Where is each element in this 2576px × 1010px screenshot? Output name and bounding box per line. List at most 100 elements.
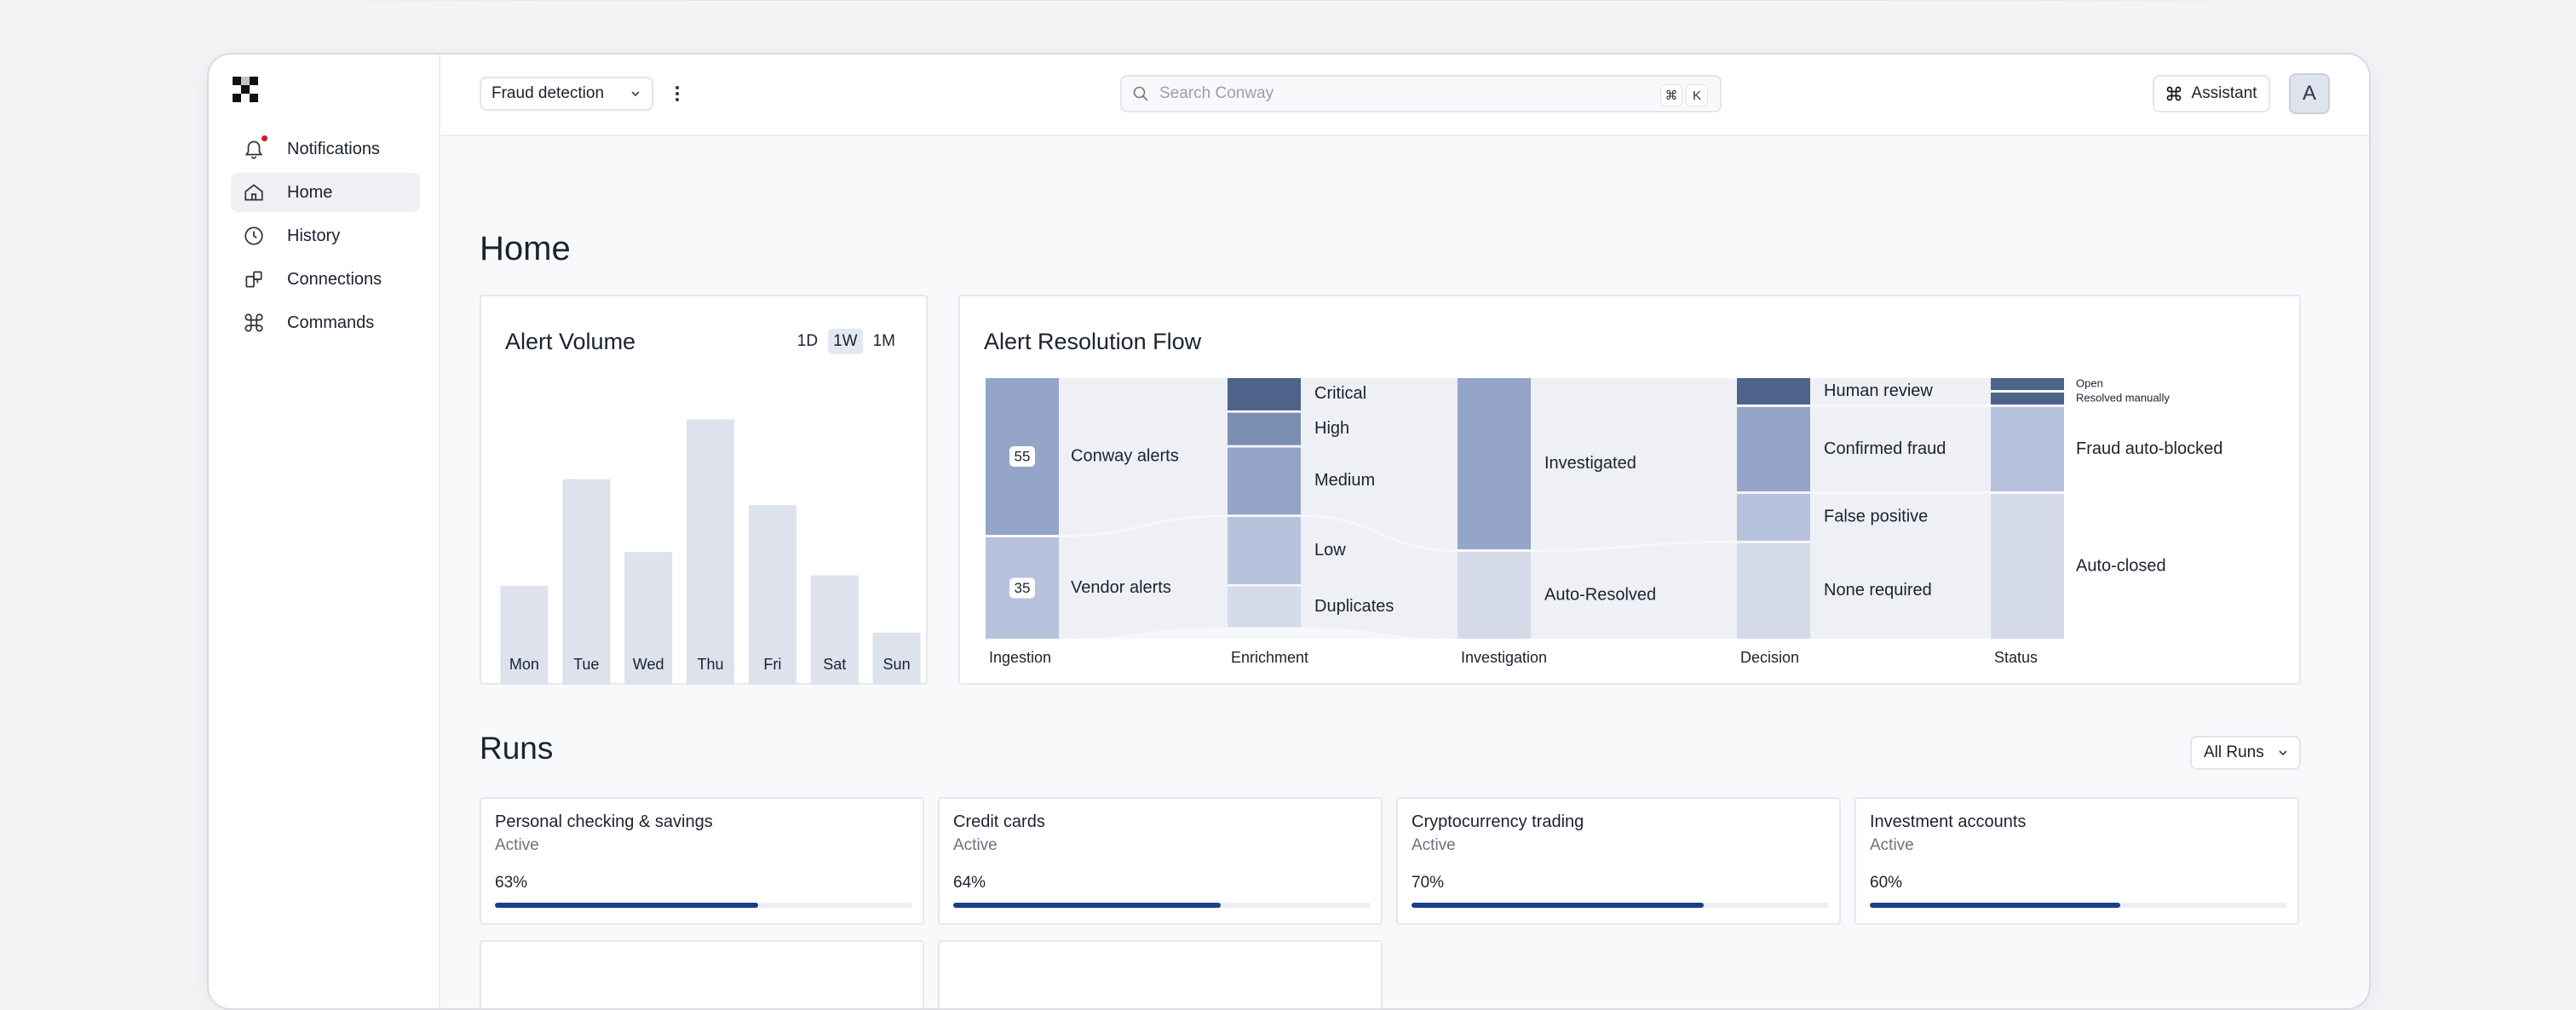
bar-mon: [500, 585, 549, 685]
enrichment-label: Low: [1314, 541, 1346, 560]
sidebar-item-history[interactable]: History: [231, 216, 420, 255]
run-progress-text: 63%: [495, 874, 528, 892]
run-progress-text: 70%: [1412, 874, 1445, 892]
alert-volume-card: Alert Volume 1D 1W 1M Mon Tue Wed Thu Fri Sat…: [480, 295, 928, 685]
investigation-label: Investigated: [1544, 454, 1636, 473]
run-card[interactable]: Investment accounts Active 60%: [1854, 797, 2299, 925]
bar-fri: [748, 505, 796, 685]
decision-label: False positive: [1824, 508, 1928, 526]
runs-filter-label: All Runs: [2204, 743, 2264, 761]
flow-link: [1810, 494, 1991, 639]
bar-label: Sun: [883, 656, 911, 673]
value-badge-text: 55: [1015, 448, 1031, 464]
enrichment-node: [1228, 447, 1301, 515]
run-name: Personal checking & savings: [495, 812, 713, 831]
connections-icon: [243, 268, 265, 290]
decision-label: Human review: [1824, 382, 1933, 400]
run-progress-track: [495, 903, 912, 908]
search-input[interactable]: [1158, 83, 1638, 104]
run-name: Investment accounts: [1870, 812, 2027, 831]
status-label: Auto-closed: [2076, 556, 2166, 575]
search-bar[interactable]: ⌘ K: [1120, 75, 1722, 112]
status-node: [1991, 407, 2064, 491]
run-card[interactable]: Cryptocurrency trading Active 70%: [1396, 797, 1841, 925]
status-label: Fraud auto-blocked: [2076, 439, 2222, 458]
stage-label: Decision: [1740, 649, 1799, 666]
range-1w[interactable]: 1W: [828, 329, 863, 354]
flow-link: [1810, 407, 1991, 491]
bar-label: Mon: [509, 656, 539, 673]
alert-volume-chart: Mon Tue Wed Thu Fri Sat Sun: [500, 419, 921, 685]
enrichment-node: [1228, 517, 1301, 584]
run-card[interactable]: [480, 940, 924, 1008]
stage-label: Ingestion: [989, 649, 1051, 666]
range-1m[interactable]: 1M: [872, 332, 895, 350]
decision-node: [1737, 407, 1810, 491]
stage-label: Enrichment: [1231, 649, 1308, 666]
value-badge: [1009, 446, 1035, 467]
stage-label: Status: [1994, 649, 2038, 666]
alert-flow-card: Alert Resolution Flow 55 Conway alerts 35 V…: [958, 295, 2301, 685]
bar-label: Wed: [633, 656, 664, 673]
run-progress-track: [953, 903, 1371, 908]
sidebar-item-label: Commands: [287, 313, 375, 332]
status-node: [1991, 393, 2064, 405]
chevron-down-icon: [631, 91, 640, 97]
stage-label: Investigation: [1461, 649, 1547, 666]
range-selector: 1D 1W 1M: [792, 329, 900, 354]
enrichment-label: High: [1314, 419, 1349, 438]
run-status: Active: [495, 836, 539, 854]
command-icon: [2167, 86, 2182, 101]
enrichment-label: Critical: [1314, 384, 1366, 403]
run-progress-fill: [953, 903, 1221, 908]
decision-node: [1737, 378, 1810, 405]
assistant-label: Assistant: [2191, 84, 2257, 102]
command-icon: [243, 312, 265, 334]
runs-filter-select[interactable]: All Runs: [2190, 736, 2301, 770]
alert-flow-chart: 55 Conway alerts 35 Vendor alerts Critical Hi…: [986, 376, 2222, 666]
sidebar-item-connections[interactable]: Connections: [231, 260, 420, 299]
bar-sun: [872, 632, 921, 685]
sidebar-item-home[interactable]: Home: [231, 173, 420, 212]
clock-icon: [243, 225, 265, 247]
assistant-button[interactable]: Assistant: [2153, 75, 2270, 112]
search-icon: [1133, 86, 1148, 101]
run-status: Active: [1412, 836, 1456, 854]
investigation-node: [1458, 378, 1531, 549]
run-name: Credit cards: [953, 812, 1045, 831]
notification-badge: [262, 135, 267, 141]
ingestion-label: Conway alerts: [1071, 446, 1179, 465]
run-card[interactable]: Credit cards Active 64%: [938, 797, 1383, 925]
sidebar-item-notifications[interactable]: Notifications: [231, 129, 420, 169]
chevron-down-icon: [2279, 750, 2287, 756]
page-title: Home: [480, 230, 571, 267]
app-window: Notifications Home History Connections: [207, 53, 2371, 1010]
enrichment-label: Duplicates: [1314, 597, 1394, 616]
sidebar-item-commands[interactable]: Commands: [231, 303, 420, 342]
bar-label: Tue: [573, 656, 599, 673]
flow-link: [1531, 378, 1737, 549]
alert-volume-title: Alert Volume: [505, 329, 636, 354]
value-badge: [1009, 577, 1035, 599]
top-bar: Fraud detection ⌘ K Assistant A: [440, 55, 2369, 136]
shortcut-key-command: ⌘: [1660, 84, 1682, 106]
shortcut-key-k: K: [1686, 84, 1708, 106]
run-progress-text: 64%: [953, 874, 986, 892]
workspace-select[interactable]: Fraud detection: [480, 77, 653, 111]
runs-title: Runs: [480, 731, 554, 766]
ingestion-label: Vendor alerts: [1071, 578, 1171, 597]
more-options-icon[interactable]: [669, 83, 686, 104]
run-progress-track: [1870, 903, 2287, 908]
avatar[interactable]: A: [2289, 73, 2330, 114]
run-card[interactable]: Personal checking & savings Active 63%: [480, 797, 924, 925]
enrichment-node: [1228, 378, 1301, 410]
flow-link: [1301, 378, 1458, 549]
range-1d[interactable]: 1D: [796, 332, 819, 350]
flow-link: [1301, 517, 1458, 639]
run-progress-fill: [1870, 903, 2120, 908]
run-progress-fill: [495, 903, 758, 908]
run-card[interactable]: [938, 940, 1383, 1008]
decision-node: [1737, 542, 1810, 639]
run-progress-fill: [1412, 903, 1704, 908]
run-progress-track: [1412, 903, 1829, 908]
